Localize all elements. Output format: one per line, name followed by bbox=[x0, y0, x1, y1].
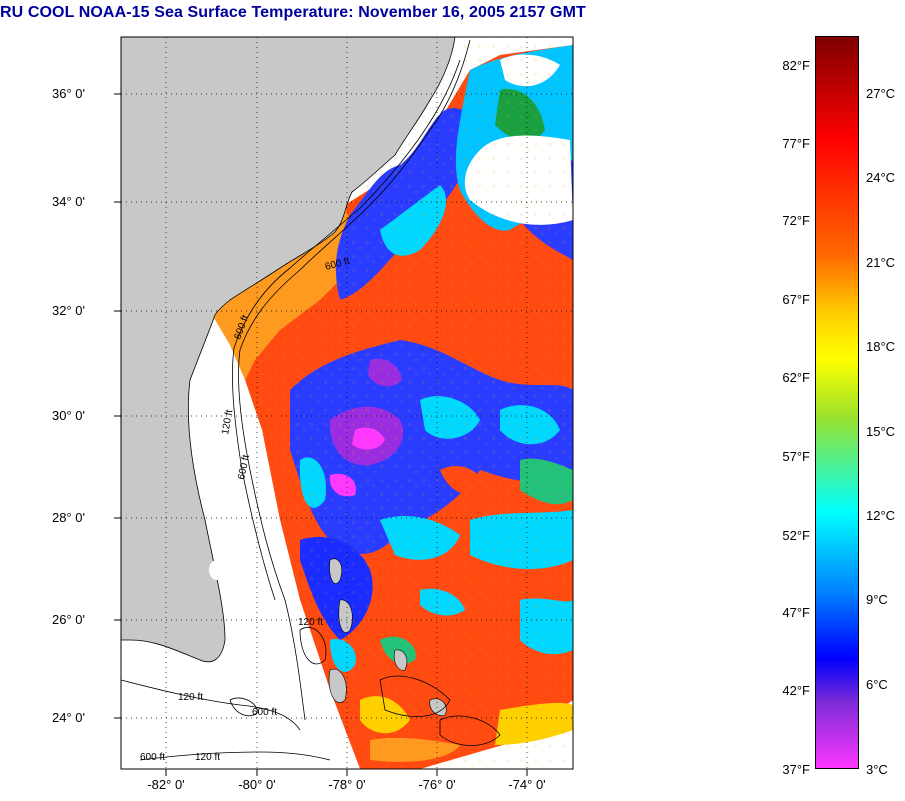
colorbar-f-label: 67°F bbox=[782, 292, 810, 307]
lon-label: -82° 0' bbox=[147, 777, 185, 792]
colorbar-c-label: 24°C bbox=[866, 170, 896, 185]
lat-label: 30° 0' bbox=[52, 408, 85, 423]
lat-label: 34° 0' bbox=[52, 194, 85, 209]
contour-label: 120 ft bbox=[195, 752, 220, 763]
colorbar-c-label: 9°C bbox=[866, 592, 888, 607]
colorbar-f-label: 47°F bbox=[782, 605, 810, 620]
colorbar-c-label: 18°C bbox=[866, 339, 896, 354]
colorbar-c-label: 3°C bbox=[866, 762, 888, 777]
graticule bbox=[121, 37, 573, 769]
contour-label: 600 ft bbox=[236, 454, 252, 481]
map-frame bbox=[120, 36, 574, 770]
lat-label: 28° 0' bbox=[52, 510, 85, 525]
colorbar-c-label: 12°C bbox=[866, 508, 896, 523]
colorbar-c-label: 15°C bbox=[866, 424, 896, 439]
colorbar-c-label: 6°C bbox=[866, 677, 888, 692]
depth-contours bbox=[121, 39, 501, 761]
lon-label: -80° 0' bbox=[238, 777, 276, 792]
contour-label: 120 ft bbox=[220, 409, 235, 436]
land-mass bbox=[121, 37, 456, 663]
colorbar-f-label: 52°F bbox=[782, 528, 810, 543]
colorbar-f-label: 62°F bbox=[782, 370, 810, 385]
lon-label: -74° 0' bbox=[508, 777, 546, 792]
contour-label: 600 ft bbox=[252, 707, 277, 718]
lake-okeechobee bbox=[209, 560, 225, 580]
lon-label: -76° 0' bbox=[418, 777, 456, 792]
contour-label: 120 ft bbox=[178, 692, 203, 703]
lat-label: 24° 0' bbox=[52, 710, 85, 725]
colorbar-f-label: 82°F bbox=[782, 58, 810, 73]
colorbar-f-label: 37°F bbox=[782, 762, 810, 777]
lat-label: 32° 0' bbox=[52, 303, 85, 318]
colorbar-f-label: 42°F bbox=[782, 683, 810, 698]
contour-label: 600 ft bbox=[140, 752, 165, 763]
colorbar-f-label: 57°F bbox=[782, 449, 810, 464]
colorbar-f-label: 72°F bbox=[782, 213, 810, 228]
lat-label: 26° 0' bbox=[52, 612, 85, 627]
lat-label: 36° 0' bbox=[52, 86, 85, 101]
lon-label: -78° 0' bbox=[328, 777, 366, 792]
temperature-colorbar bbox=[815, 36, 859, 769]
map-title: RU COOL NOAA-15 Sea Surface Temperature:… bbox=[0, 4, 586, 21]
colorbar-c-label: 27°C bbox=[866, 86, 896, 101]
colorbar-f-label: 77°F bbox=[782, 136, 810, 151]
contour-label: 120 ft bbox=[298, 617, 323, 628]
colorbar-c-label: 21°C bbox=[866, 255, 896, 270]
